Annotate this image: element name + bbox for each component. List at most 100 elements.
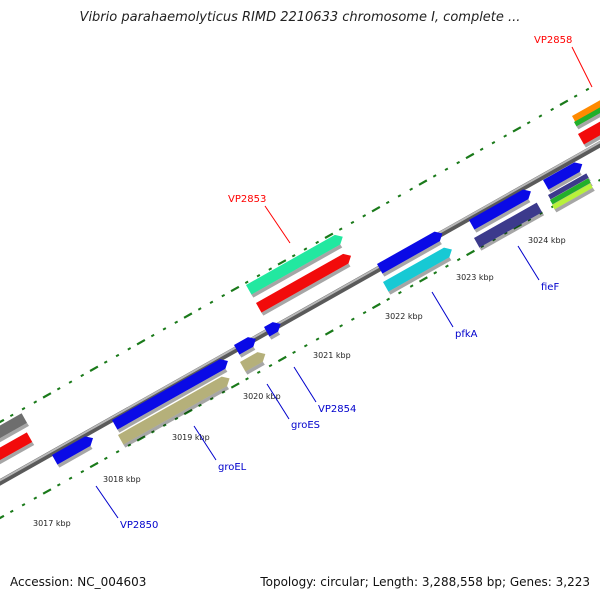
tick-dot-upper bbox=[418, 179, 428, 186]
tick-dot-upper bbox=[268, 267, 273, 271]
tick-dot-upper bbox=[103, 360, 108, 364]
gene-groes-blue-shadow bbox=[239, 346, 256, 358]
gene-vp2853-body bbox=[256, 253, 352, 313]
tick-dot-lower bbox=[418, 276, 428, 283]
gene-groel-blue-body bbox=[112, 359, 228, 430]
tick-label: 3023 kbp bbox=[456, 273, 494, 282]
topology-value: circular bbox=[320, 575, 365, 589]
tick-dot-upper bbox=[573, 94, 578, 98]
tick-dot-upper bbox=[350, 220, 355, 225]
gene-vp2858-shadow bbox=[583, 135, 600, 148]
length-value: 3,288,558 bp bbox=[421, 575, 502, 589]
tick-dot-lower bbox=[339, 324, 343, 328]
gene-gray-left bbox=[0, 413, 30, 443]
tick-dot-lower bbox=[151, 430, 155, 434]
gene-vp2857 bbox=[543, 162, 583, 193]
tick-dot-lower bbox=[136, 435, 146, 442]
gene-label-vp2858: VP2858 bbox=[534, 35, 572, 46]
tick-dot-upper bbox=[550, 107, 555, 112]
backbone-line bbox=[0, 140, 600, 486]
gene-groel bbox=[118, 376, 230, 448]
tick-dot-upper bbox=[68, 380, 73, 384]
tick-dot-upper bbox=[397, 194, 402, 198]
tick-dot-lower bbox=[362, 310, 367, 315]
tick-label: 3021 kbp bbox=[313, 351, 351, 360]
genes-value: 3,223 bbox=[555, 575, 590, 589]
gene-groel-blue bbox=[112, 359, 228, 433]
tick-dot-lower bbox=[89, 461, 99, 469]
gene-fief-blue-body bbox=[469, 189, 531, 230]
gene-fief-blue-shadow bbox=[474, 199, 531, 233]
gene-label-leader bbox=[193, 425, 217, 461]
tick-dot-upper bbox=[21, 407, 26, 411]
tick-label: 3019 kbp bbox=[172, 433, 210, 442]
gene-label-leader bbox=[293, 366, 317, 403]
tick-dot-lower bbox=[103, 456, 108, 461]
tick-dot-upper bbox=[127, 347, 132, 351]
tick-dot-upper bbox=[9, 413, 14, 418]
tick-dot-upper bbox=[115, 353, 120, 358]
tick-dot-upper bbox=[371, 206, 381, 213]
tick-label: 3022 kbp bbox=[385, 312, 423, 321]
gene-vp2850 bbox=[52, 436, 94, 468]
tick-dot-upper bbox=[456, 160, 461, 165]
tick-dot-upper bbox=[230, 285, 240, 293]
gene-pfka-body bbox=[383, 247, 452, 292]
tick-dot-upper bbox=[512, 126, 522, 133]
gene-pfka bbox=[383, 247, 452, 295]
gene-label-vp2853: VP2853 bbox=[228, 194, 266, 205]
tick-dot-lower bbox=[303, 344, 308, 348]
tick-dot-lower bbox=[245, 377, 249, 381]
gene-label-leader bbox=[431, 291, 454, 328]
gene-vp2857-body bbox=[543, 162, 583, 190]
tick-dot-lower bbox=[0, 514, 5, 520]
tick-dot-upper bbox=[174, 320, 179, 324]
gene-vp2853-shadow bbox=[261, 263, 351, 316]
genes-label: Genes: bbox=[509, 575, 552, 589]
tick-dot-upper bbox=[256, 274, 261, 278]
gene-label-vp2850: VP2850 bbox=[120, 520, 158, 531]
gene-stack-3 bbox=[552, 183, 595, 213]
label-leaders: VP2858 VP2853 VP2854 groES groEL VP2850 pfkA fi… bbox=[95, 35, 593, 531]
tick-dot-lower bbox=[409, 284, 414, 288]
gene-groel-blue-shadow bbox=[117, 368, 228, 433]
tick-dot-upper bbox=[585, 87, 590, 92]
gene-stack-3-body bbox=[552, 183, 593, 210]
tick-dot-upper bbox=[465, 152, 475, 160]
tick-dot-upper bbox=[444, 167, 449, 171]
backbone-highlight bbox=[0, 141, 600, 482]
tick-dot-upper bbox=[479, 147, 484, 151]
gene-vp2858-green-shadow bbox=[576, 113, 600, 130]
tick-dot-lower bbox=[466, 249, 475, 257]
gene-groes-blue-body bbox=[234, 337, 256, 355]
gene-label-fief: fieF bbox=[541, 282, 559, 293]
gene-pfka-blue-shadow bbox=[382, 241, 442, 277]
tick-dot-lower bbox=[80, 469, 85, 474]
tick-dot-upper bbox=[209, 300, 214, 304]
gene-groel-shadow bbox=[123, 386, 230, 448]
gene-vp2853-mint-shadow bbox=[251, 244, 343, 298]
gene-label-leader bbox=[266, 383, 290, 420]
gene-vp2854 bbox=[264, 322, 281, 340]
tick-dot-lower bbox=[115, 450, 120, 454]
gene-label-groel: groEL bbox=[218, 462, 247, 473]
tick-dot-upper bbox=[33, 400, 38, 404]
map-title: Vibrio parahaemolyticus RIMD 2210633 chr… bbox=[79, 10, 521, 25]
tick-dot-lower bbox=[350, 317, 355, 321]
tick-dot-upper bbox=[315, 240, 320, 245]
tick-label: 3017 kbp bbox=[33, 519, 71, 528]
gene-vp2854-body bbox=[264, 322, 281, 337]
gene-label-leader bbox=[517, 245, 540, 281]
tick-dot-lower bbox=[56, 483, 61, 487]
tick-dot-lower bbox=[492, 238, 496, 242]
tick-dot-upper bbox=[409, 187, 414, 191]
tick-dot-lower bbox=[198, 403, 202, 408]
tick-dot-upper bbox=[503, 134, 508, 138]
gene-pfka-blue bbox=[377, 231, 443, 277]
tick-dot-lower bbox=[127, 443, 132, 447]
tick-dot-lower bbox=[503, 231, 508, 235]
tick-dot-upper bbox=[89, 365, 99, 372]
tick-dot-lower bbox=[9, 509, 14, 514]
tick-dot-upper bbox=[291, 254, 296, 258]
